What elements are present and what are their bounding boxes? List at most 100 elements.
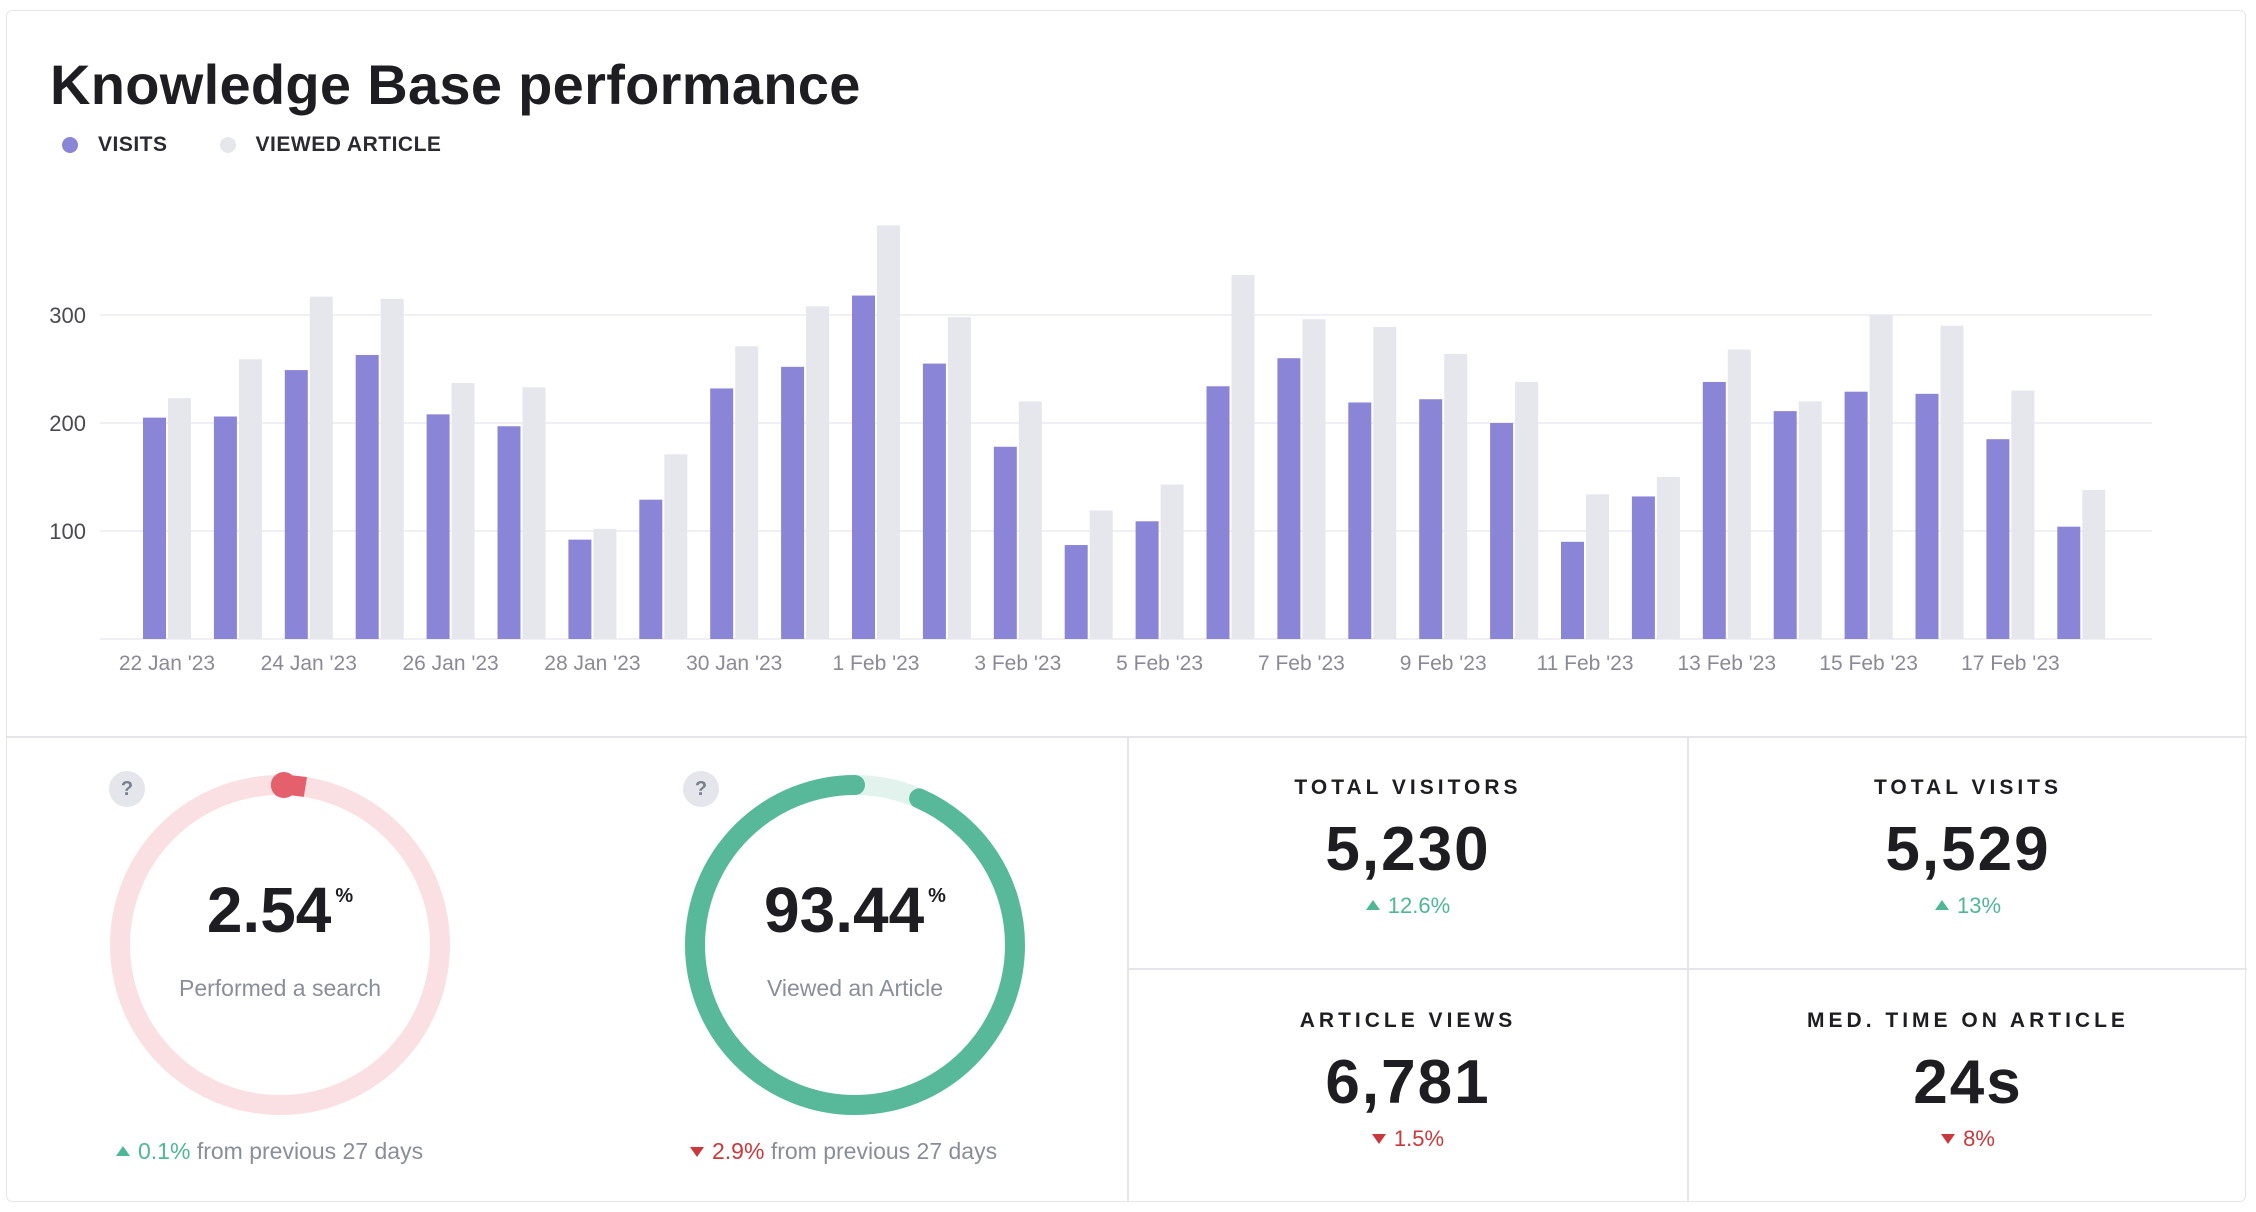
stat-value: 6,781 — [1325, 1048, 1491, 1117]
stat-delta-value: 13% — [1956, 893, 2002, 918]
bar-viewed-article — [1089, 510, 1113, 639]
bar-viewed-article — [1231, 275, 1255, 639]
stat-delta: 8% — [1688, 1126, 2248, 1152]
bar-visits — [1277, 358, 1301, 639]
x-tick-label: 22 Jan '23 — [119, 652, 215, 675]
bar-chart: 100 200 300 22 Jan '23 24 Jan '23 26 Jan '23 2… — [49, 225, 2152, 675]
bar-viewed-article — [309, 296, 333, 639]
arrow-up-icon — [1934, 900, 1949, 910]
bar-visits — [639, 499, 663, 639]
stat-delta: 1.5% — [1128, 1126, 1688, 1152]
bar-visits — [1419, 399, 1443, 639]
stat-value: 5,230 — [1325, 815, 1491, 884]
arrow-down-icon — [1371, 1134, 1386, 1144]
x-tick-label: 3 Feb '23 — [974, 652, 1061, 675]
y-tick-label: 200 — [49, 411, 86, 436]
bar-visits — [1348, 402, 1372, 639]
search-help-icon[interactable]: ? — [109, 771, 145, 807]
article-help-icon[interactable]: ? — [683, 771, 719, 807]
article-ring-progress — [685, 775, 1025, 1115]
search-ring-value-wrap: 2.54% — [100, 873, 460, 947]
bar-viewed-article — [2011, 390, 2035, 639]
x-tick-label: 15 Feb '23 — [1819, 652, 1918, 675]
page-title: Knowledge Base performance — [50, 53, 861, 116]
stat-label: TOTAL VISITS — [1873, 776, 2063, 799]
article-delta-text: from previous 27 days — [770, 1138, 998, 1164]
bar-viewed-article — [1018, 401, 1042, 639]
bar-viewed-article — [1444, 353, 1468, 639]
bar-viewed-article — [2082, 489, 2106, 639]
bar-visits — [1631, 496, 1655, 639]
arrow-up-icon — [1365, 900, 1380, 910]
stat-delta: 12.6% — [1128, 893, 1688, 919]
bar-viewed-article — [380, 298, 404, 639]
bar-visits — [426, 414, 450, 639]
bar-viewed-article — [451, 383, 475, 639]
bar-visits — [1064, 545, 1088, 639]
bar-viewed-article — [947, 317, 971, 639]
x-tick-label: 1 Feb '23 — [833, 652, 920, 675]
x-tick-label: 11 Feb '23 — [1536, 652, 1633, 675]
arrow-up-icon — [116, 1146, 130, 1156]
bar-visits — [710, 388, 734, 639]
bar-visits — [993, 446, 1017, 639]
stat-total-visits: TOTAL VISITS 5,529 13% — [1688, 776, 2248, 919]
stats-divider-horizontal — [1127, 968, 2247, 970]
bar-visits — [2057, 526, 2081, 639]
bar-viewed-article — [1798, 401, 1822, 639]
bar-viewed-article — [806, 306, 830, 639]
stat-delta-value: 8% — [1963, 1126, 1995, 1151]
search-ring-marker — [270, 772, 297, 799]
bar-visits — [143, 417, 166, 639]
article-delta-value: 2.9% — [712, 1138, 765, 1164]
article-delta: 2.9% from previous 27 days — [690, 1138, 997, 1165]
x-tick-label: 5 Feb '23 — [1116, 652, 1203, 675]
chart-legend: VISITS VIEWED ARTICLE — [62, 133, 493, 157]
stat-total-visitors: TOTAL VISITORS 5,230 12.6% — [1128, 776, 1688, 919]
bar-visits — [1844, 391, 1868, 639]
stat-label: ARTICLE VIEWS — [1299, 1009, 1517, 1032]
bar-visits — [1561, 541, 1584, 639]
bar-visits — [1702, 381, 1726, 639]
bar-viewed-article — [522, 387, 546, 639]
search-delta-text: from previous 27 days — [196, 1138, 424, 1164]
bar-viewed-article — [1373, 326, 1397, 639]
article-percent-value: 93.44 — [764, 874, 925, 946]
search-delta-value: 0.1% — [138, 1138, 191, 1164]
stat-label: TOTAL VISITORS — [1294, 776, 1522, 799]
bar-viewed-article — [168, 398, 191, 639]
legend-item-viewed-article[interactable]: VIEWED ARTICLE — [219, 133, 442, 157]
bar-visits — [568, 539, 592, 639]
bar-visits — [1135, 521, 1159, 639]
bar-viewed-article — [1656, 477, 1680, 639]
stat-med-time-on-article: MED. TIME ON ARTICLE 24s 8% — [1688, 1009, 2248, 1152]
stat-value: 24s — [1913, 1048, 2023, 1117]
bar-visits — [781, 366, 805, 639]
bar-viewed-article — [735, 346, 759, 639]
bar-visits — [213, 416, 237, 639]
x-tick-label: 28 Jan '23 — [544, 652, 640, 675]
x-tick-label: 9 Feb '23 — [1400, 652, 1487, 675]
bar-visits — [1773, 411, 1797, 639]
stat-delta-value: 1.5% — [1393, 1126, 1445, 1151]
x-tick-label: 17 Feb '23 — [1961, 652, 2060, 675]
x-tick-label: 26 Jan '23 — [402, 652, 498, 675]
search-percent-value: 2.54 — [206, 874, 332, 946]
search-caption: Performed a search — [179, 975, 381, 1001]
search-ring-widget: 2.54% Performed a search — [100, 765, 460, 1125]
bar-visits — [1490, 423, 1514, 639]
bar-viewed-article — [593, 528, 617, 639]
legend-item-visits[interactable]: VISITS — [62, 133, 168, 157]
bar-viewed-article — [1160, 484, 1184, 639]
bar-visits — [497, 426, 521, 639]
bar-viewed-article — [664, 454, 688, 639]
stat-article-views: ARTICLE VIEWS 6,781 1.5% — [1128, 1009, 1688, 1152]
bar-viewed-article — [238, 359, 262, 639]
search-delta: 0.1% from previous 27 days — [116, 1138, 423, 1165]
y-tick-label: 100 — [49, 519, 86, 544]
stat-delta-value: 12.6% — [1387, 893, 1451, 918]
bar-viewed-article — [1302, 319, 1326, 639]
viewed-article-legend-label: VIEWED ARTICLE — [255, 133, 442, 156]
stat-label: MED. TIME ON ARTICLE — [1807, 1009, 2129, 1032]
x-tick-label: 30 Jan '23 — [686, 652, 782, 675]
